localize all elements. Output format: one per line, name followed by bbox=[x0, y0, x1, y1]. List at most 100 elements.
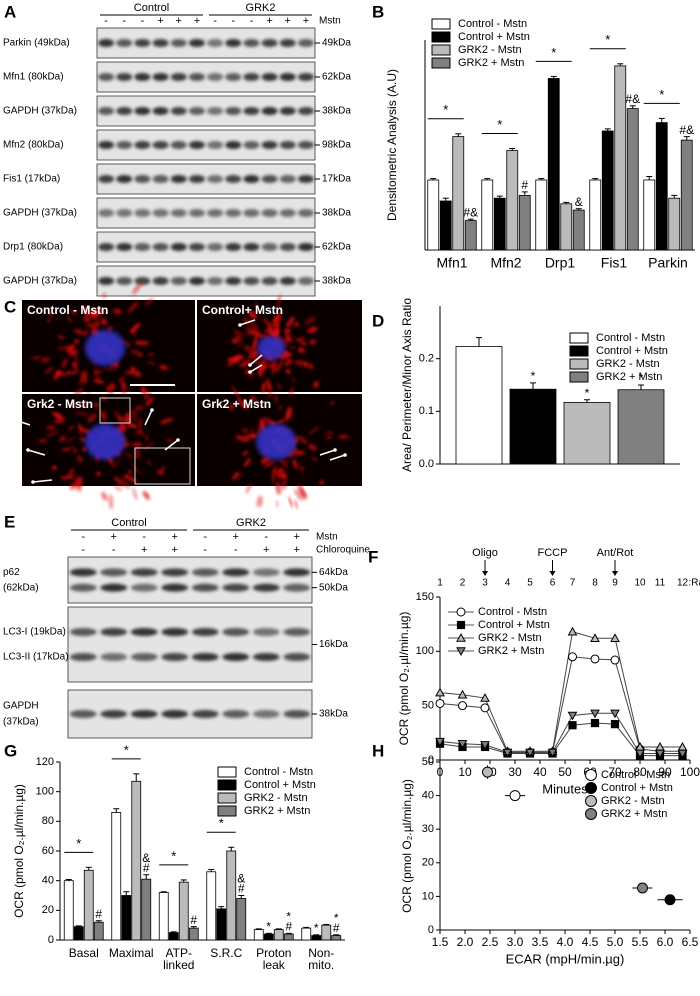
blot-band bbox=[188, 73, 205, 81]
nucleus bbox=[85, 423, 126, 460]
marker-label: 62kDa bbox=[322, 242, 351, 253]
blot-band bbox=[188, 243, 205, 251]
significance-mark: * bbox=[639, 371, 644, 385]
mito-signal bbox=[165, 439, 175, 443]
mito-signal bbox=[66, 344, 76, 349]
mito-signal bbox=[126, 342, 131, 348]
blot-band bbox=[69, 568, 97, 577]
blot-band bbox=[134, 175, 151, 183]
injection-label: FCCP bbox=[538, 547, 568, 559]
bar bbox=[668, 197, 681, 251]
row-label: Drp1 (80kDa) bbox=[3, 242, 63, 253]
group-label: GRK2 bbox=[236, 517, 266, 529]
blot-band bbox=[188, 107, 205, 115]
x-tick-label: Maximal bbox=[109, 946, 154, 960]
mito-signal bbox=[233, 354, 245, 361]
rate-label: 12 bbox=[677, 578, 689, 589]
mito-signal bbox=[256, 495, 263, 508]
mito-signal bbox=[102, 396, 107, 402]
mito-signal bbox=[94, 366, 98, 377]
significance-mark: * bbox=[76, 836, 81, 851]
lane-sign: + bbox=[111, 531, 117, 543]
blot-band bbox=[100, 583, 128, 592]
bar bbox=[626, 108, 639, 251]
lane-sign: - bbox=[81, 544, 85, 556]
blot-band bbox=[252, 568, 280, 577]
legend-swatch bbox=[569, 332, 589, 344]
blot-band bbox=[134, 277, 151, 285]
blot-band bbox=[170, 277, 187, 285]
significance-mark: * bbox=[443, 102, 448, 117]
blot-band bbox=[222, 583, 250, 592]
point bbox=[457, 740, 468, 749]
mito-signal bbox=[243, 457, 252, 468]
blot-band bbox=[98, 107, 115, 115]
point bbox=[435, 687, 445, 697]
y-axis-label: OCR (pmol O₂.µl/min.µg) bbox=[12, 784, 26, 918]
blot-band bbox=[243, 277, 260, 285]
lane-sign: + bbox=[263, 544, 269, 556]
point bbox=[655, 749, 665, 759]
blot-band bbox=[170, 73, 187, 81]
blot-band bbox=[116, 175, 133, 183]
mito-signal bbox=[54, 371, 68, 377]
mito-signal bbox=[159, 364, 169, 371]
bar bbox=[601, 130, 614, 251]
mito-signal bbox=[79, 370, 84, 387]
arrow-head bbox=[238, 323, 242, 327]
mito-signal bbox=[60, 447, 73, 452]
blot-band bbox=[100, 628, 128, 636]
blot-band bbox=[261, 73, 278, 81]
mito-signal bbox=[130, 365, 135, 373]
mito-signal bbox=[142, 491, 150, 500]
group-label: Control bbox=[134, 2, 169, 14]
mito-signal bbox=[275, 481, 281, 495]
significance-mark: # bbox=[143, 861, 150, 875]
mito-signal bbox=[294, 321, 299, 327]
blot-band bbox=[170, 243, 187, 251]
blot-band bbox=[170, 209, 187, 217]
mito-signal bbox=[307, 326, 318, 334]
lane-sign: - bbox=[231, 15, 235, 27]
mito-signal bbox=[241, 428, 249, 434]
bar bbox=[572, 209, 585, 251]
blot-band bbox=[152, 73, 169, 81]
panel-letter: A bbox=[4, 2, 16, 21]
mito-signal bbox=[277, 383, 282, 390]
point bbox=[590, 633, 600, 642]
blot-band bbox=[297, 243, 314, 251]
point bbox=[610, 655, 620, 665]
series-line bbox=[439, 722, 683, 757]
arrow bbox=[27, 449, 46, 456]
inset bbox=[134, 447, 191, 485]
mito-signal bbox=[123, 474, 138, 483]
y-tick-label: 50 bbox=[422, 700, 434, 712]
mito-signal bbox=[289, 346, 295, 349]
x-tick-label: linked bbox=[163, 958, 194, 972]
blot-band bbox=[152, 175, 169, 183]
mito-signal bbox=[282, 459, 289, 463]
lane-sign: + bbox=[157, 15, 163, 27]
mito-signal bbox=[296, 435, 308, 444]
y-tick-label: 100 bbox=[36, 786, 54, 798]
mito-signal bbox=[79, 437, 87, 442]
significance-mark: # bbox=[95, 907, 102, 921]
bar bbox=[206, 871, 217, 941]
x-tick-label: Proton bbox=[256, 946, 291, 960]
significance-mark: & bbox=[237, 872, 245, 886]
bar bbox=[121, 895, 132, 941]
rate-label: 4 bbox=[505, 578, 511, 589]
mito-signal bbox=[130, 322, 141, 334]
mito-signal bbox=[231, 471, 240, 481]
mito-signal bbox=[60, 475, 73, 480]
mito-signal bbox=[94, 318, 101, 331]
mito-signal bbox=[251, 331, 265, 338]
micrograph-title: Grk2 - Mstn bbox=[27, 397, 93, 411]
blot-band bbox=[170, 39, 187, 47]
legend-swatch bbox=[569, 358, 589, 370]
point bbox=[547, 748, 558, 758]
blot-band bbox=[279, 277, 296, 285]
bar bbox=[73, 926, 84, 941]
mito-signal bbox=[268, 384, 273, 390]
mito-signal bbox=[294, 499, 299, 510]
